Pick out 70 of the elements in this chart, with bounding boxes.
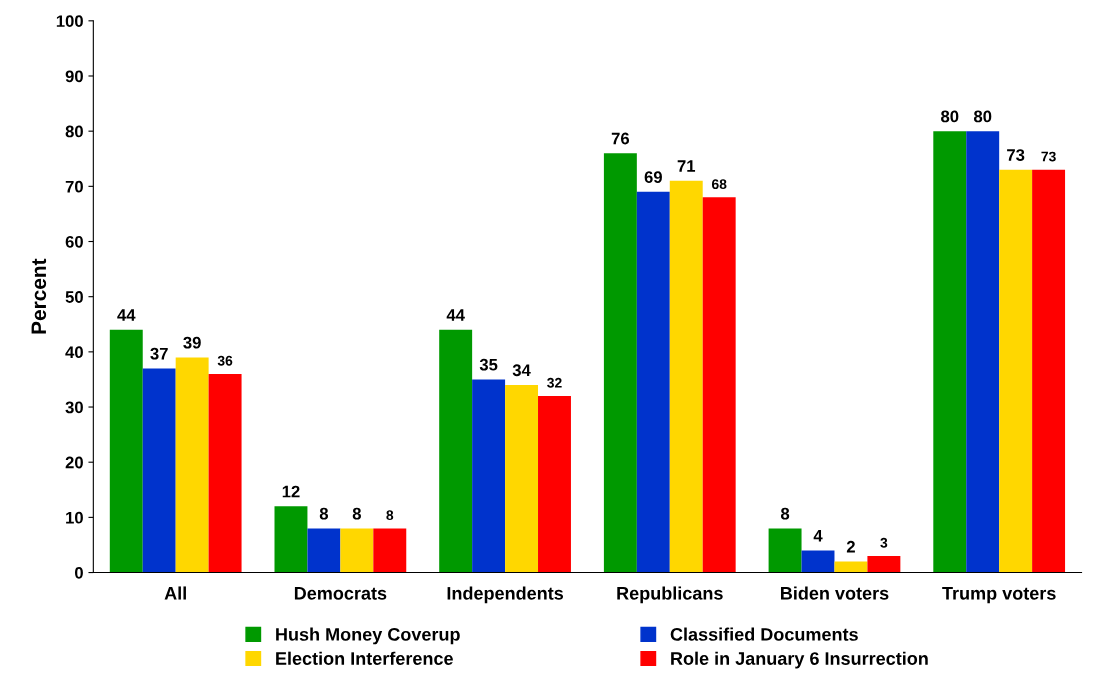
y-tick-label: 70 (65, 180, 83, 193)
x-tick-label: Biden voters (781, 586, 889, 600)
data-label: 34 (512, 364, 531, 377)
data-label: 73 (1007, 149, 1025, 161)
bar (966, 131, 1000, 573)
x-tick-label: Trump voters (942, 587, 1056, 604)
x-tick-label: Independents (447, 586, 564, 604)
bar (142, 368, 176, 573)
data-label: 80 (973, 110, 992, 123)
data-label: 73 (1041, 151, 1056, 162)
bar (933, 131, 967, 573)
bar (867, 556, 901, 573)
bar (801, 550, 835, 573)
y-tick-label: 20 (65, 456, 83, 469)
y-tick-label: 10 (66, 511, 83, 524)
x-tick-label: All (164, 586, 186, 600)
data-label: 80 (941, 110, 959, 123)
y-axis-title: Percent (31, 258, 47, 334)
y-tick-label: 60 (65, 235, 83, 248)
data-label: 8 (319, 507, 329, 520)
bar (439, 329, 473, 573)
bar (109, 329, 143, 573)
legend-label: Election Interference (276, 651, 453, 665)
y-tick-label: 90 (65, 70, 83, 83)
data-label: 76 (611, 132, 630, 145)
x-tick-label: Republicans (617, 586, 723, 604)
bar (1032, 169, 1066, 573)
bar (999, 169, 1033, 573)
bar (472, 379, 506, 573)
data-label: 68 (711, 179, 727, 190)
y-tick-label: 100 (56, 15, 83, 28)
bar (538, 396, 571, 573)
data-label: 71 (677, 160, 696, 172)
bar (669, 180, 703, 573)
bar (340, 528, 374, 573)
y-tick-label: 80 (65, 125, 83, 138)
data-label: 32 (547, 377, 562, 388)
data-label: 8 (780, 507, 790, 520)
data-label: 12 (282, 485, 300, 498)
y-tick-label: 30 (65, 401, 83, 414)
x-tick-label: Democrats (294, 587, 387, 600)
data-label: 8 (352, 507, 361, 520)
data-label: 37 (150, 347, 168, 360)
y-tick-label: 40 (65, 346, 83, 359)
data-label: 44 (446, 309, 465, 321)
bar (768, 528, 802, 573)
bar (307, 528, 341, 573)
data-label: 39 (183, 336, 201, 349)
data-label: 8 (386, 510, 394, 521)
data-label: 2 (846, 540, 855, 553)
y-tick-label: 0 (75, 566, 83, 579)
bar (505, 384, 539, 573)
data-label: 3 (880, 537, 888, 548)
data-label: 35 (479, 358, 498, 371)
legend-label: Role in January 6 Insurrection (671, 651, 928, 669)
bar (175, 357, 209, 573)
bar (274, 506, 308, 573)
bar (603, 153, 637, 573)
legend-label: Hush Money Coverup (276, 627, 460, 645)
bar (834, 561, 868, 573)
data-label: 69 (644, 171, 662, 184)
data-label: 36 (217, 355, 233, 366)
bar (636, 191, 670, 573)
y-tick-label: 50 (65, 291, 83, 303)
bar (373, 528, 407, 573)
data-label: 4 (813, 530, 823, 542)
data-label: 44 (117, 309, 136, 321)
legend-label: Classified Documents (670, 627, 858, 641)
bar (208, 373, 242, 573)
bar (702, 197, 736, 573)
